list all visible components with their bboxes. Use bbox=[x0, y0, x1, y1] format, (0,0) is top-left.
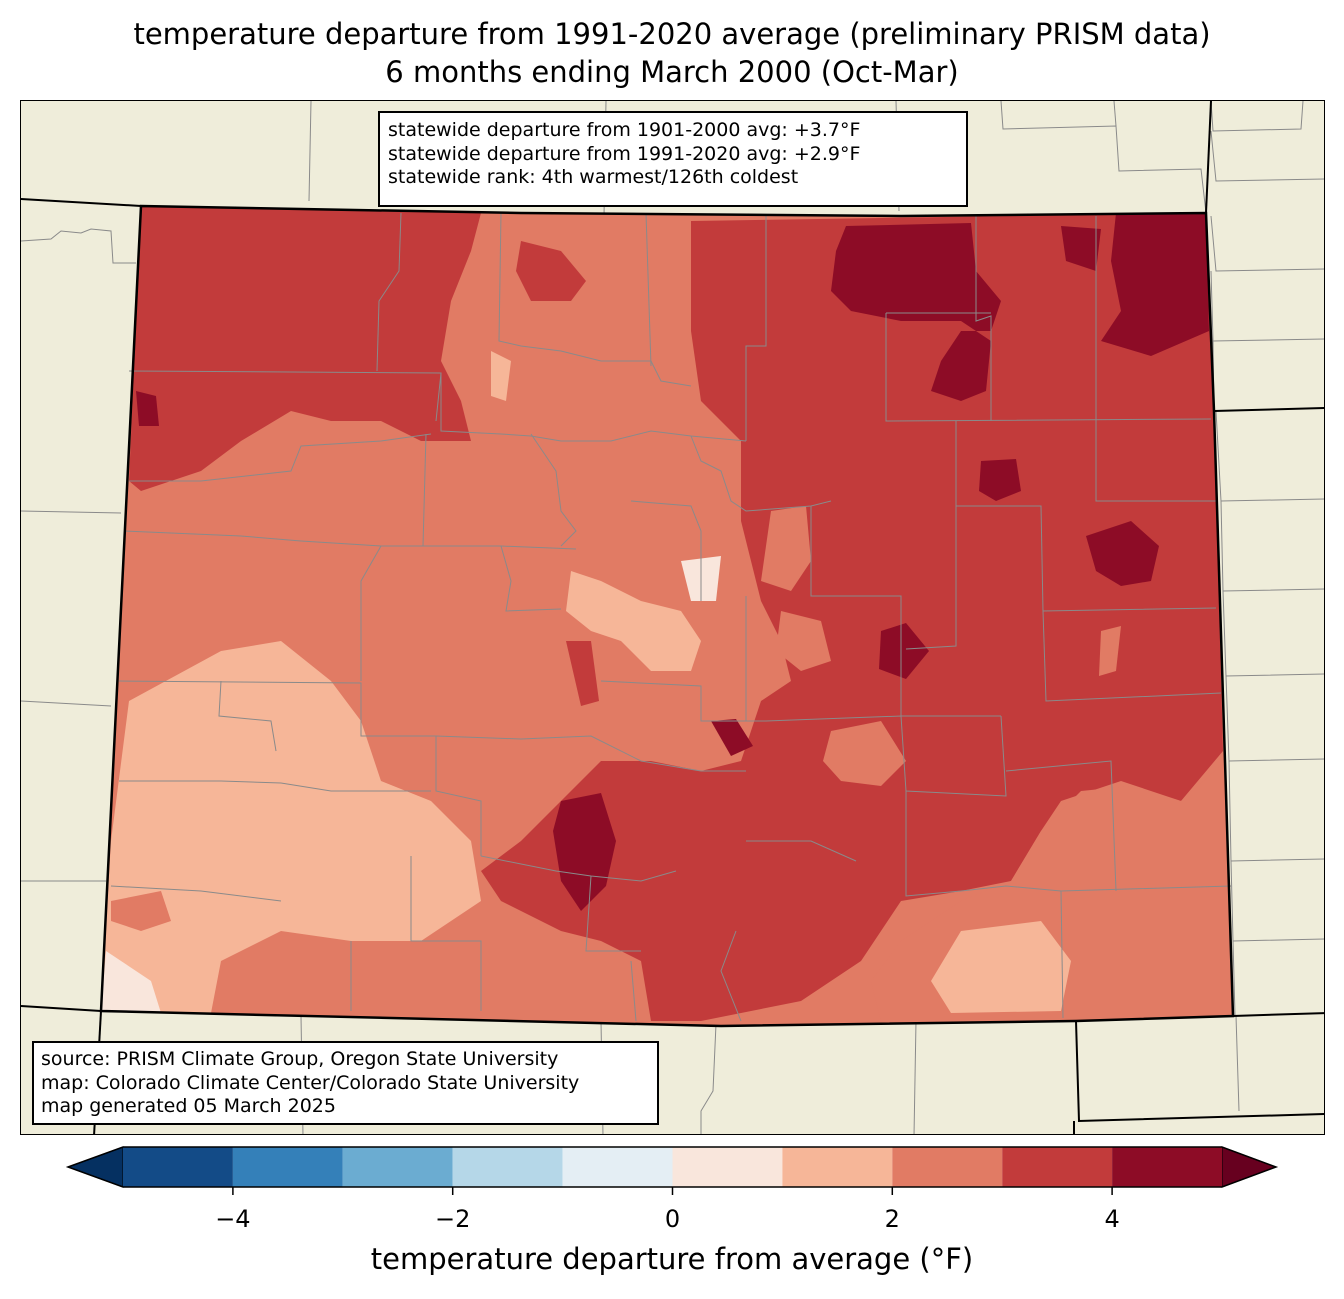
colorbar-segment bbox=[452, 1147, 563, 1187]
contour-pocket-2-3-a bbox=[761, 506, 811, 591]
contour-band-3-4-northwest bbox=[129, 206, 481, 491]
stats-1901-2000-departure: statewide departure from 1901-2000 avg: … bbox=[388, 119, 861, 141]
colorbar-outline bbox=[65, 1146, 1279, 1188]
credit-map: map: Colorado Climate Center/Colorado St… bbox=[41, 1071, 580, 1094]
contour-pocket-2-3-b bbox=[776, 611, 831, 671]
colorado-map bbox=[21, 101, 1324, 1134]
credit-generated: map generated 05 March 2025 bbox=[41, 1095, 336, 1117]
colorbar-segment bbox=[1002, 1147, 1113, 1187]
contour-band-4-5-cell-c bbox=[879, 623, 929, 679]
contour-band-4-5-northeast-a bbox=[831, 223, 1001, 401]
colorbar-segment bbox=[342, 1147, 453, 1187]
colorbar-tick-label: −2 bbox=[434, 1205, 471, 1233]
colorbar-segment bbox=[892, 1147, 1003, 1187]
colorbar bbox=[65, 1146, 1279, 1195]
contour-pocket-2-3-d bbox=[1099, 626, 1121, 676]
colorbar-segment bbox=[1112, 1147, 1222, 1187]
contour-band-4-5-cell-b bbox=[1086, 521, 1159, 586]
contour-band-4-5-northeast-c bbox=[1061, 226, 1101, 271]
colorbar-label: temperature departure from average (°F) bbox=[370, 1242, 974, 1276]
colorbar-segment bbox=[232, 1147, 343, 1187]
departure-contours bbox=[101, 206, 1233, 1026]
contour-pocket-2-3-c bbox=[823, 721, 906, 786]
contour-band-3-4-east bbox=[481, 213, 1223, 1021]
colorbar-segment bbox=[782, 1147, 893, 1187]
map-title-line-2: 6 months ending March 2000 (Oct-Mar) bbox=[385, 55, 959, 89]
colorbar-segment bbox=[123, 1147, 233, 1187]
statewide-stats-box: statewide departure from 1901-2000 avg: … bbox=[378, 111, 968, 207]
contour-pocket-2-3-sw bbox=[111, 891, 171, 931]
colorbar-tick-label: 0 bbox=[664, 1205, 681, 1233]
colorbar-tick-label: −4 bbox=[215, 1205, 251, 1233]
stats-1991-2020-departure: statewide departure from 1991-2020 avg: … bbox=[388, 142, 861, 165]
county-lines bbox=[110, 212, 1232, 1022]
map-title-line-1: temperature departure from 1991-2020 ave… bbox=[133, 17, 1211, 51]
contour-band-1-2-central bbox=[566, 571, 701, 671]
credit-source: source: PRISM Climate Group, Oregon Stat… bbox=[41, 1048, 559, 1070]
colorbar-segment bbox=[672, 1147, 783, 1187]
contour-pocket-1-2-north bbox=[491, 351, 511, 401]
contour-pocket-3-4-valley bbox=[566, 641, 599, 706]
contour-band-4-5-northeast-b bbox=[1101, 213, 1209, 356]
colorbar-tick-label: 4 bbox=[1104, 1205, 1120, 1233]
contour-band-4-5-cell-d bbox=[711, 719, 753, 756]
contour-band-0-1-corner bbox=[101, 951, 161, 1013]
stats-rank: statewide rank: 4th warmest/126th coldes… bbox=[388, 166, 799, 188]
contour-band-4-5-cell-a bbox=[979, 459, 1021, 501]
colorbar-tick-label: 2 bbox=[884, 1205, 900, 1233]
contour-band-4-5-northwest bbox=[136, 391, 159, 426]
credits-box: source: PRISM Climate Group, Oregon Stat… bbox=[32, 1041, 659, 1125]
contour-band-3-4-north-park bbox=[516, 241, 586, 301]
colorado-border bbox=[99, 204, 1235, 1028]
contour-band-1-2-southwest bbox=[101, 641, 481, 1013]
map-panel bbox=[20, 100, 1325, 1135]
contour-band-4-5-san-luis bbox=[553, 793, 616, 911]
colorbar-under-extension bbox=[66, 1146, 124, 1188]
colorbar-segment bbox=[562, 1147, 673, 1187]
contour-band-1-2-southeast bbox=[931, 921, 1071, 1013]
colorbar-over-extension bbox=[1221, 1146, 1278, 1188]
